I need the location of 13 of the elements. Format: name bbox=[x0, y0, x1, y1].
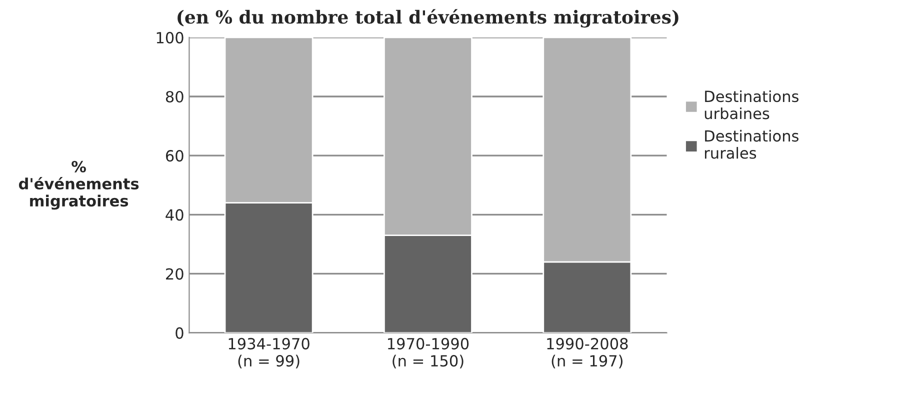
y-tick-label: 20 bbox=[166, 268, 184, 280]
x-tick-label: 1970-1990 (n = 150) bbox=[388, 338, 469, 368]
x-tick-label: 1990-2008 (n = 197) bbox=[547, 338, 628, 368]
y-tick-label: 80 bbox=[166, 90, 184, 103]
chart-title: (en % du nombre total d'événements migratoires) bbox=[178, 9, 678, 28]
legend-label: Destinations urbaines bbox=[704, 90, 798, 120]
y-tick-label: 40 bbox=[166, 209, 184, 221]
y-axis-title: % d'événements migratoires bbox=[18, 160, 139, 210]
y-tick-label: 100 bbox=[156, 32, 184, 44]
x-tick-label: 1934-1970 (n = 99) bbox=[228, 338, 310, 368]
y-tick-label: 60 bbox=[166, 150, 184, 162]
y-tick-label: 0 bbox=[176, 327, 184, 339]
legend-label: Destinations rurales bbox=[704, 130, 798, 159]
